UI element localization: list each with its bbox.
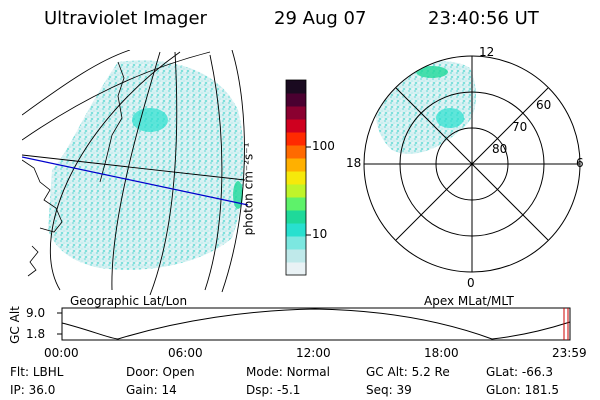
satellite-track <box>22 156 249 206</box>
altitude-curve <box>61 308 571 340</box>
polar-map <box>363 55 581 273</box>
colorbar-step <box>286 93 306 107</box>
mlt-label-6: 6 <box>576 156 584 170</box>
mlt-label-12: 12 <box>479 45 495 59</box>
time-tick-0000: 00:00 <box>44 346 79 360</box>
time-label: 23:40:56 UT <box>428 8 539 29</box>
colorbar-step <box>286 158 306 172</box>
lat-label-70: 70 <box>512 120 528 134</box>
app-title: Ultraviolet Imager <box>44 8 207 29</box>
time-tick-1800: 18:00 <box>424 346 459 360</box>
colorbar-step <box>286 223 306 237</box>
time-tick-0600: 06:00 <box>168 346 203 360</box>
status-gain: Gain: 14 <box>126 383 177 397</box>
status-filter: Flt: LBHL <box>10 365 64 379</box>
altitude-ylabel: GC Alt <box>7 306 22 344</box>
altitude-plot <box>57 307 571 341</box>
time-tick-2359: 23:59 <box>552 346 587 360</box>
colorbar-step <box>286 210 306 224</box>
colorbar-step <box>286 197 306 211</box>
colorbar-step <box>286 262 306 276</box>
colorbar-step <box>286 249 306 263</box>
colorbar-step <box>286 106 306 120</box>
colorbar-step <box>286 171 306 185</box>
colorbar-step <box>286 236 306 250</box>
colorbar <box>285 79 311 276</box>
colorbar-step <box>286 132 306 146</box>
status-glat: GLat: -66.3 <box>486 365 553 379</box>
status-mode: Mode: Normal <box>246 365 330 379</box>
date-label: 29 Aug 07 <box>274 8 367 29</box>
colorbar-step <box>286 184 306 198</box>
colorbar-step <box>286 80 306 94</box>
altitude-ytick-9: 9.0 <box>26 306 46 320</box>
colorbar-step <box>286 119 306 133</box>
status-glon: GLon: 181.5 <box>486 383 559 397</box>
colorbar-unit-label: photon cm⁻²s⁻¹ <box>241 142 256 236</box>
mlt-label-18: 18 <box>346 156 362 170</box>
geographic-map <box>22 50 249 295</box>
status-seq: Seq: 39 <box>366 383 412 397</box>
colorbar-tick-10: 10 <box>312 227 328 241</box>
status-dsp: Dsp: -5.1 <box>246 383 301 397</box>
mlt-label-0: 0 <box>467 276 475 290</box>
time-tick-1200: 12:00 <box>296 346 331 360</box>
uv-emission-region <box>48 60 245 270</box>
colorbar-tick-100: 100 <box>312 139 335 153</box>
lat-label-80: 80 <box>492 142 508 156</box>
status-gc-alt: GC Alt: 5.2 Re <box>366 365 450 379</box>
lat-label-60: 60 <box>536 98 552 112</box>
status-ip: IP: 36.0 <box>10 383 56 397</box>
colorbar-step <box>286 145 306 159</box>
status-door: Door: Open <box>126 365 195 379</box>
polar-caption: Apex MLat/MLT <box>424 294 514 308</box>
altitude-ytick-1-8: 1.8 <box>26 327 46 341</box>
map-caption: Geographic Lat/Lon <box>70 294 188 308</box>
